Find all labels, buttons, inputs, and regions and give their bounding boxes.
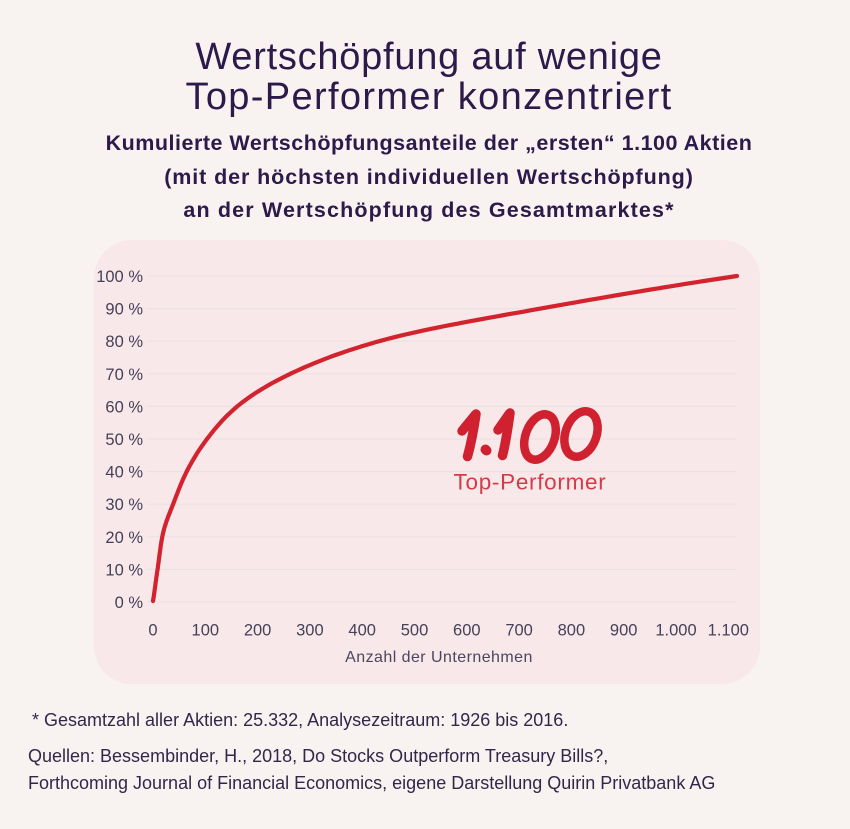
svg-text:90 %: 90 % bbox=[105, 301, 143, 319]
svg-text:300: 300 bbox=[296, 622, 324, 640]
svg-text:700: 700 bbox=[505, 622, 533, 640]
svg-text:900: 900 bbox=[610, 622, 638, 640]
svg-text:60 %: 60 % bbox=[105, 398, 143, 416]
svg-text:100: 100 bbox=[192, 622, 220, 640]
svg-text:100 %: 100 % bbox=[96, 268, 143, 286]
svg-text:400: 400 bbox=[348, 622, 376, 640]
svg-text:800: 800 bbox=[558, 622, 586, 640]
svg-text:1.000: 1.000 bbox=[655, 622, 696, 640]
svg-text:40 %: 40 % bbox=[105, 464, 143, 482]
svg-text:30 %: 30 % bbox=[105, 496, 143, 514]
svg-text:70 %: 70 % bbox=[105, 366, 143, 384]
svg-text:Top-Performer: Top-Performer bbox=[454, 470, 607, 495]
svg-text:0: 0 bbox=[148, 622, 157, 640]
svg-text:600: 600 bbox=[453, 622, 481, 640]
svg-text:200: 200 bbox=[244, 622, 272, 640]
svg-text:20 %: 20 % bbox=[105, 529, 143, 547]
svg-text:1.100: 1.100 bbox=[708, 622, 749, 640]
svg-text:50 %: 50 % bbox=[105, 431, 143, 449]
svg-text:80 %: 80 % bbox=[105, 333, 143, 351]
svg-text:500: 500 bbox=[401, 622, 429, 640]
svg-text:Anzahl der Unternehmen: Anzahl der Unternehmen bbox=[345, 649, 533, 666]
svg-text:0 %: 0 % bbox=[115, 594, 144, 612]
svg-text:10 %: 10 % bbox=[105, 561, 143, 579]
